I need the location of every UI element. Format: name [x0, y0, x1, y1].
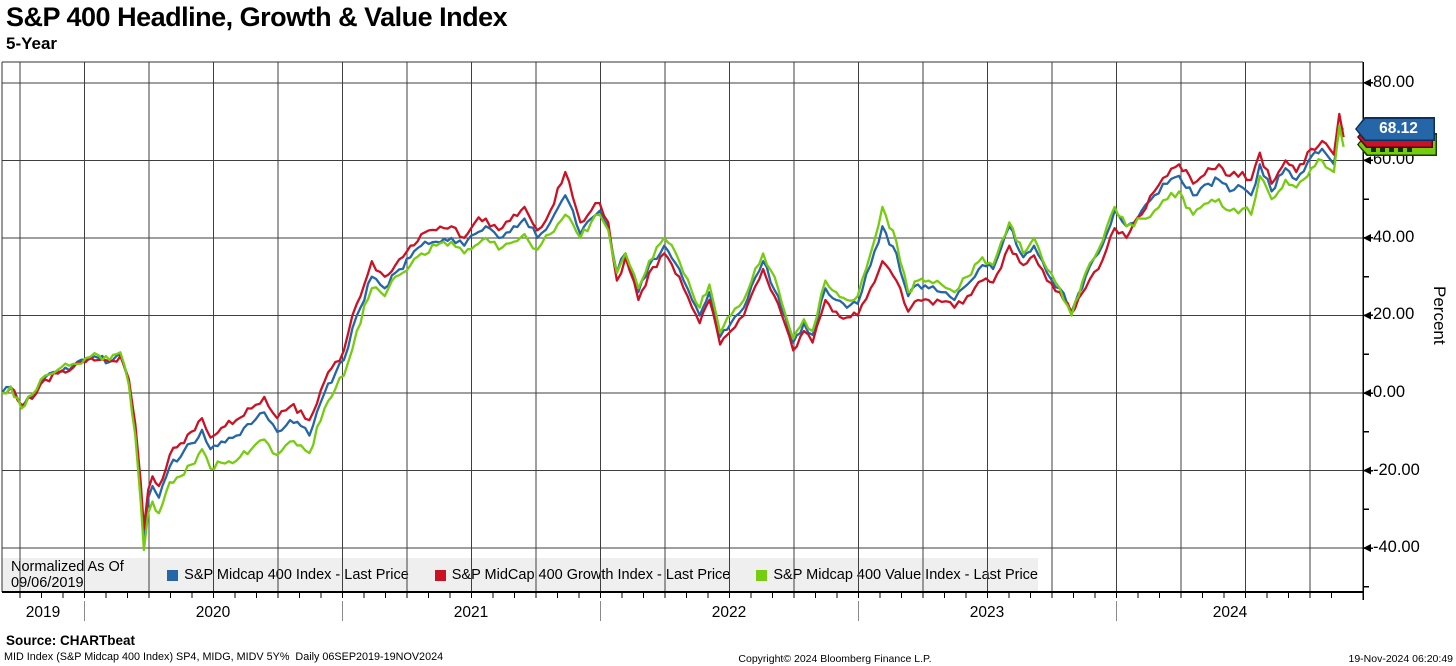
legend-swatch-midcap-400: [167, 569, 179, 581]
legend-label: S&P Midcap 400 Index - Last Price: [184, 567, 409, 583]
obscured-price-text: [1371, 146, 1415, 152]
legend-item-midcap-400-value: S&P Midcap 400 Value Index - Last Price: [756, 567, 1038, 583]
x-axis-year-label: 2021: [453, 604, 489, 621]
legend-swatch-midcap-400-growth: [434, 569, 446, 581]
legend-label: S&P MidCap 400 Growth Index - Last Price: [451, 567, 731, 583]
series-line-growth: [2, 112, 1345, 530]
series-line-value: [2, 124, 1345, 552]
last-price-value: 68.12: [1379, 120, 1418, 137]
x-axis-year-label: 2024: [1212, 604, 1248, 621]
y-axis-tick-label: -40.00: [1373, 538, 1420, 556]
series-line-midcap: [2, 127, 1344, 538]
x-axis-year-label: 2019: [25, 604, 61, 621]
normalized-as-of-label: Normalized As Of 09/06/2019: [11, 559, 124, 591]
x-axis-year-label: 2023: [969, 604, 1005, 621]
y-axis-tick-label: 0.00: [1373, 383, 1406, 401]
chart-legend: Normalized As Of 09/06/2019 S&P Midcap 4…: [2, 558, 1038, 592]
y-axis-tick-label: -20.00: [1373, 461, 1420, 479]
footer-ticker-details: MID Index (S&P Midcap 400 Index) SP4, MI…: [4, 651, 444, 663]
source-label: Source: CHARTbeat: [6, 633, 136, 648]
y-axis-tick-label: 40.00: [1373, 228, 1415, 246]
y-axis-title: Percent: [1430, 286, 1449, 345]
page-title: S&P 400 Headline, Growth & Value Index: [6, 2, 508, 32]
y-axis-tick-label: 20.00: [1373, 305, 1415, 323]
legend-item-midcap-400: S&P Midcap 400 Index - Last Price: [167, 567, 409, 583]
midcap-last-price-tag: 68.12: [1355, 117, 1435, 141]
legend-label: S&P Midcap 400 Value Index - Last Price: [773, 567, 1038, 583]
footer-timestamp: 19-Nov-2024 06:20:49: [1348, 653, 1454, 665]
chart-period-subtitle: 5-Year: [6, 34, 58, 53]
x-axis-year-label: 2022: [711, 604, 747, 621]
x-axis-year-label: 2020: [195, 604, 231, 621]
legend-swatch-midcap-400-value: [756, 569, 768, 581]
y-axis-tick-label: 80.00: [1373, 73, 1415, 91]
legend-item-midcap-400-growth: S&P MidCap 400 Growth Index - Last Price: [434, 567, 731, 583]
copyright-notice: Copyright© 2024 Bloomberg Finance L.P.: [738, 653, 932, 665]
